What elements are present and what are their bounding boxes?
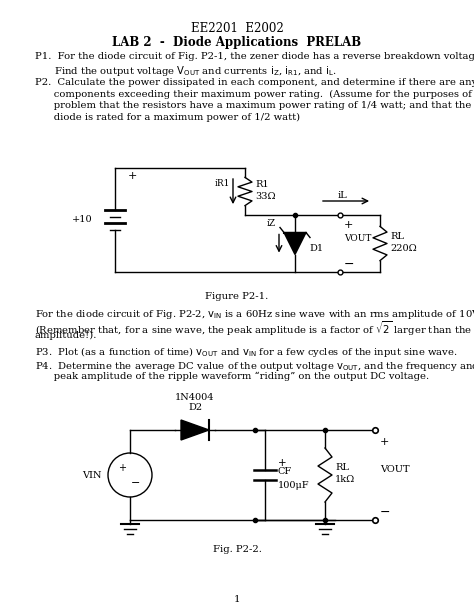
Text: R1: R1: [255, 180, 269, 189]
Text: peak amplitude of the ripple waveform “riding” on the output DC voltage.: peak amplitude of the ripple waveform “r…: [35, 371, 429, 381]
Text: iZ: iZ: [267, 219, 276, 228]
Text: 100μF: 100μF: [278, 481, 310, 490]
Text: VIN: VIN: [82, 471, 102, 479]
Text: 220Ω: 220Ω: [390, 244, 417, 253]
Text: VOUT: VOUT: [380, 465, 410, 474]
Text: −: −: [344, 257, 355, 270]
Text: 33Ω: 33Ω: [255, 192, 275, 201]
Text: P4.  Determine the average DC value of the output voltage $\mathrm{v_{OUT}}$, an: P4. Determine the average DC value of th…: [35, 360, 474, 373]
Text: 1: 1: [234, 595, 240, 604]
Text: CF: CF: [278, 468, 292, 476]
Text: RL: RL: [335, 463, 349, 473]
Text: RL: RL: [390, 232, 404, 241]
Text: diode is rated for a maximum power of 1/2 watt): diode is rated for a maximum power of 1/…: [35, 113, 300, 121]
Text: P1.  For the diode circuit of Fig. P2-1, the zener diode has a reverse breakdown: P1. For the diode circuit of Fig. P2-1, …: [35, 52, 474, 61]
Text: For the diode circuit of Fig. P2-2, $\mathrm{v_{IN}}$ is a 60Hz sine wave with a: For the diode circuit of Fig. P2-2, $\ma…: [35, 308, 474, 321]
Text: D2: D2: [188, 403, 202, 413]
Text: LAB 2  -  Diode Applications  PRELAB: LAB 2 - Diode Applications PRELAB: [112, 36, 362, 49]
Text: −: −: [131, 478, 141, 488]
Text: 1N4004: 1N4004: [175, 392, 215, 402]
Text: iL: iL: [337, 191, 347, 199]
Text: +: +: [344, 220, 354, 230]
Text: P3.  Plot (as a function of time) $\mathrm{v_{OUT}}$ and $\mathrm{v_{IN}}$ for a: P3. Plot (as a function of time) $\mathr…: [35, 345, 457, 359]
Text: P2.  Calculate the power dissipated in each component, and determine if there ar: P2. Calculate the power dissipated in ea…: [35, 78, 474, 87]
Text: +: +: [118, 463, 126, 473]
Text: (Remember that, for a sine wave, the peak amplitude is a factor of $\sqrt{2}$ la: (Remember that, for a sine wave, the pea…: [35, 319, 474, 338]
Text: EE2201  E2002: EE2201 E2002: [191, 22, 283, 35]
Text: VOUT: VOUT: [344, 234, 371, 243]
Text: components exceeding their maximum power rating.  (Assume for the purposes of th: components exceeding their maximum power…: [35, 89, 474, 99]
Text: 1kΩ: 1kΩ: [335, 476, 355, 484]
Polygon shape: [181, 420, 209, 440]
Text: −: −: [380, 506, 391, 519]
Text: Find the output voltage $\mathrm{V_{OUT}}$ and currents $\mathrm{i_Z}$, $\mathrm: Find the output voltage $\mathrm{V_{OUT}…: [35, 64, 337, 77]
Text: Fig. P2-2.: Fig. P2-2.: [212, 545, 262, 554]
Text: +: +: [278, 458, 287, 468]
Text: problem that the resistors have a maximum power rating of 1/4 watt; and that the: problem that the resistors have a maximu…: [35, 101, 474, 110]
Text: +: +: [128, 171, 137, 181]
Text: +: +: [380, 437, 389, 447]
Text: Figure P2-1.: Figure P2-1.: [205, 292, 269, 301]
Text: D1: D1: [309, 244, 323, 253]
Text: iR1: iR1: [215, 180, 230, 189]
Polygon shape: [284, 232, 306, 254]
Text: amplitude!).: amplitude!).: [35, 331, 97, 340]
Text: +10: +10: [73, 216, 93, 224]
